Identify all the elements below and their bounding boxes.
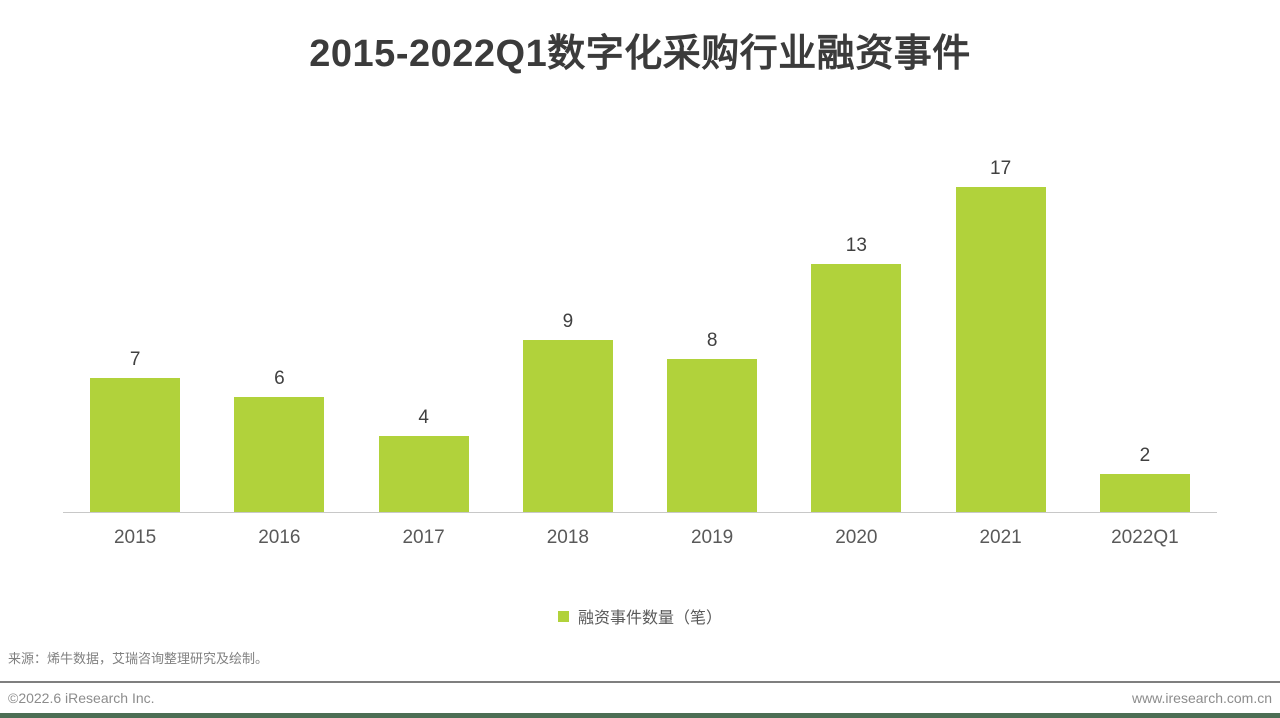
bar-slot: 4 — [352, 140, 496, 512]
footer: ©2022.6 iResearch Inc. www.iresearch.com… — [0, 683, 1280, 713]
footer-website: www.iresearch.com.cn — [1131, 690, 1272, 706]
x-axis-tick-label: 2018 — [546, 527, 590, 548]
x-axis-tick-label: 2019 — [690, 527, 734, 548]
bar — [955, 187, 1046, 512]
legend-label: 融资事件数量（笔） — [577, 610, 722, 627]
bar-slot: 7 — [63, 140, 207, 512]
bar — [1099, 474, 1190, 512]
x-axis-tick-label: 2017 — [402, 527, 445, 548]
legend-marker-icon — [557, 610, 569, 622]
bar-value-label: 7 — [129, 349, 141, 370]
bar — [522, 340, 613, 512]
bar-slot: 8 — [640, 140, 784, 512]
bar-value-label: 6 — [274, 368, 285, 389]
footer-divider — [0, 681, 1280, 683]
footer-copyright: ©2022.6 iResearch Inc. — [8, 690, 155, 706]
bar-slot: 13 — [784, 140, 928, 512]
bar-value-label: 9 — [562, 311, 574, 332]
source-note: 来源：烯牛数据，艾瑞咨询整理研究及绘制。 — [8, 651, 269, 666]
bar-slot: 2 — [1073, 140, 1217, 512]
plot-area: 7 6 4 9 8 13 17 2 — [63, 140, 1217, 513]
bar-value-label: 13 — [845, 235, 867, 256]
bar-slot: 9 — [496, 140, 640, 512]
bar-value-label: 4 — [418, 407, 429, 428]
x-axis-tick-label: 2020 — [835, 527, 878, 548]
legend: 融资事件数量（笔） — [0, 604, 1280, 628]
bottom-accent-bar — [0, 713, 1280, 718]
bar-value-label: 17 — [990, 158, 1012, 179]
x-axis-labels: 2015 2016 2017 2018 2019 2020 2021 2022Q1 — [63, 514, 1217, 549]
bar — [667, 359, 758, 512]
x-axis-tick-label: 2015 — [113, 527, 157, 548]
bar-slot: 6 — [207, 140, 351, 512]
bar — [378, 436, 469, 512]
bar-value-label: 2 — [1139, 445, 1151, 466]
bar — [811, 264, 902, 512]
bar — [90, 378, 181, 512]
bar — [234, 397, 325, 512]
x-axis-tick-label: 2022Q1 — [1111, 527, 1179, 548]
bar-value-label: 8 — [706, 330, 718, 351]
bar-slot: 17 — [929, 140, 1073, 512]
x-axis-tick-label: 2016 — [258, 527, 301, 548]
chart-title: 2015-2022Q1数字化采购行业融资事件 — [309, 33, 971, 75]
x-axis-tick-label: 2021 — [979, 527, 1022, 548]
